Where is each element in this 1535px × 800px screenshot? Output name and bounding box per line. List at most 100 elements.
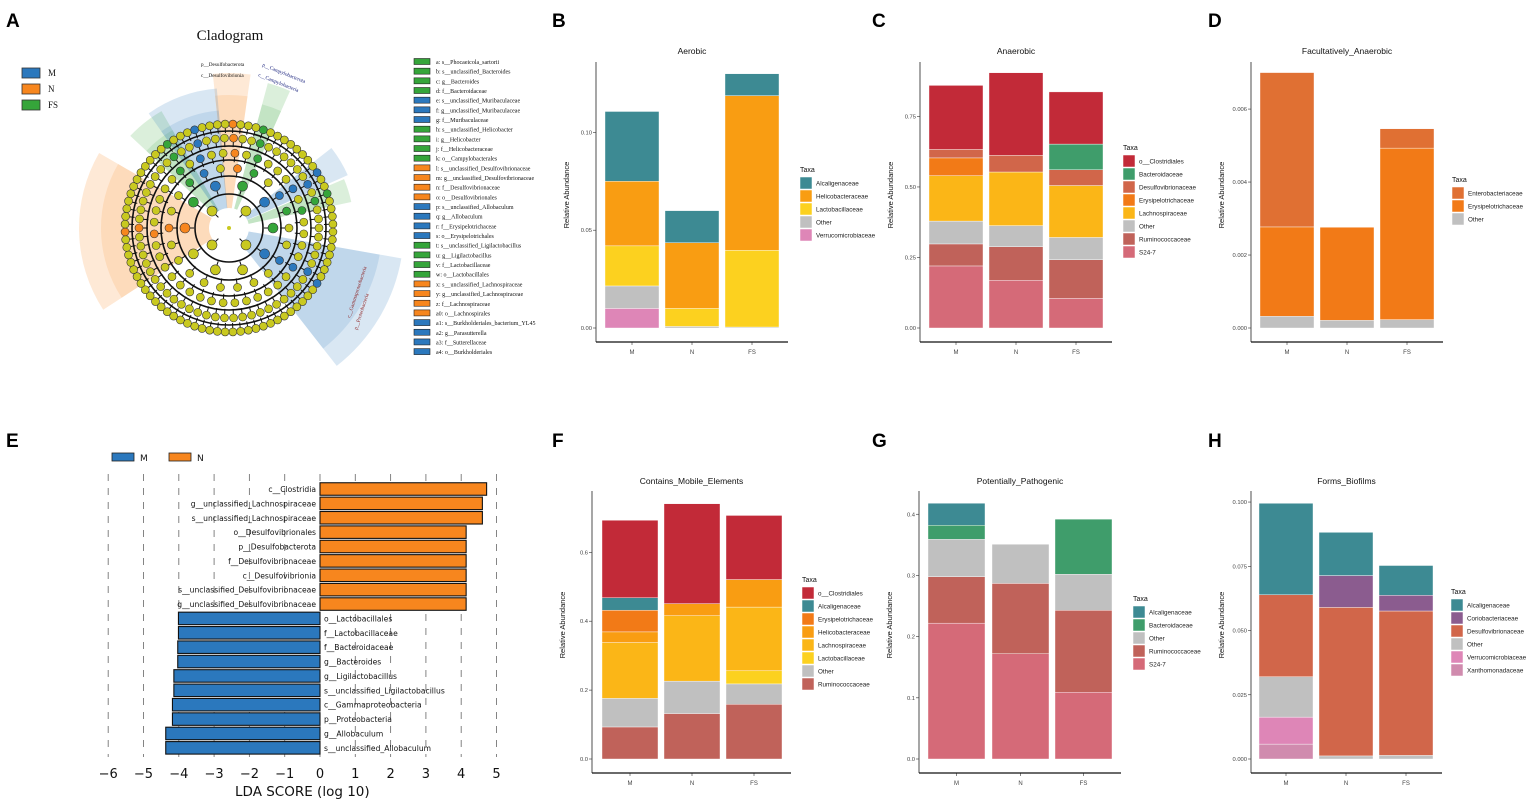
legend-swatch: [1122, 219, 1136, 233]
bar-segment: [1379, 319, 1435, 329]
legend-swatch: [801, 625, 815, 639]
y-tick-label: 0.3: [907, 573, 915, 579]
taxa-list-item: i: g__Helicobacter: [436, 137, 480, 143]
cladogram-node: [312, 205, 322, 215]
taxa-list-item: z: f__Lachnospiraceae: [436, 301, 490, 308]
lda-bar: [173, 683, 321, 698]
legend-swatch: [1451, 199, 1465, 213]
cladogram-node: [251, 123, 261, 132]
cladogram-node: [210, 180, 221, 192]
bar-segment: [928, 149, 984, 159]
x-tick-label: M: [954, 350, 959, 356]
chart-title: Anaerobic: [997, 46, 1036, 56]
cladogram-node: [253, 292, 263, 302]
cladogram-node: [286, 158, 296, 168]
lda-bar-label: c__Clostridia: [268, 485, 316, 494]
legend-swatch-m: [111, 452, 135, 462]
cladogram-node: [185, 269, 195, 278]
taxa-list-swatch: [413, 164, 431, 172]
cladogram-node: [251, 324, 261, 333]
legend-label-fs: FS: [48, 100, 58, 110]
bar-segment: [724, 250, 780, 328]
x-tick-label: −5: [134, 767, 153, 782]
cladogram-node: [220, 119, 230, 129]
cladogram-branch-arc: [160, 159, 298, 297]
cladogram-node: [207, 296, 216, 306]
lda-bar: [319, 482, 488, 496]
legend-swatch: [1450, 637, 1464, 651]
taxa-list-swatch: [413, 193, 431, 201]
cladogram-node: [207, 150, 216, 160]
cladogram-node: [162, 307, 172, 316]
cladogram-node: [193, 139, 203, 148]
stacked-bar-charts: Aerobic M N FS 0.00 0.05 0.10 Relative Abundanc…: [558, 46, 1527, 787]
taxa-list-swatch: [413, 145, 431, 152]
bar-segment: [988, 72, 1044, 156]
cladogram-node: [299, 229, 309, 239]
legend-label: Desulfovibrionaceae: [1139, 185, 1197, 192]
cladogram-node: [238, 134, 247, 144]
taxa-list-item: e: s__unclassified_Muribaculaceae: [436, 98, 520, 105]
y-tick-label: 0.0: [580, 757, 588, 763]
cladogram-node: [325, 196, 334, 206]
taxa-list-item: h: s__unclassified_Helicobacter: [436, 127, 513, 134]
bar-segment: [601, 642, 659, 699]
bar-segment: [725, 515, 783, 580]
cladogram-node: [141, 285, 150, 295]
bar-segment: [1379, 128, 1435, 149]
bar-segment: [1318, 755, 1374, 760]
cladogram-node: [280, 135, 289, 145]
bar-segment: [1259, 316, 1315, 329]
cladogram-node: [129, 182, 138, 191]
cladogram-node: [322, 258, 332, 267]
taxa-list-swatch: [413, 348, 431, 355]
bar-segment: [1054, 518, 1113, 575]
legend-swatch: [1450, 598, 1464, 612]
cladogram-node: [292, 302, 302, 312]
cladogram-node: [310, 196, 320, 206]
lda-bar: [177, 640, 321, 654]
y-axis-label: Relative Abundance: [1217, 592, 1226, 659]
x-tick-label: 3: [422, 767, 430, 782]
cladogram-node: [220, 313, 229, 323]
lda-bar: [319, 539, 467, 554]
taxa-list-swatch: [413, 135, 431, 143]
x-tick-label: M: [1285, 350, 1290, 356]
cladogram-node: [316, 175, 326, 184]
panel-letter-b: B: [552, 11, 566, 32]
taxa-list-item: a2: g__Parasutterella: [436, 331, 487, 337]
cladogram-node: [328, 219, 338, 229]
panel-letter-h: H: [1208, 431, 1222, 452]
cladogram-node: [249, 169, 259, 178]
cladogram-node: [160, 262, 170, 272]
bar-segment: [664, 308, 720, 327]
cladogram-node: [314, 223, 324, 233]
x-tick-label: FS: [1080, 781, 1088, 787]
cladogram-highlight-wedge: [241, 231, 402, 366]
cladogram-node: [197, 324, 207, 333]
y-tick-label: 0.00: [905, 326, 916, 332]
legend-label: Alcaligenaceae: [816, 181, 859, 188]
cladogram-node: [279, 152, 289, 162]
taxa-list-item: a1: s__Burkholderiales_bacterium_YL45: [436, 321, 535, 327]
bar-segment: [1258, 676, 1314, 718]
legend-label: Helicobacteraceae: [816, 194, 869, 201]
cladogram-node: [156, 302, 166, 312]
cladogram-node: [242, 296, 251, 306]
cladogram-node: [132, 175, 142, 184]
lda-bar: [319, 525, 467, 539]
taxa-list-item: x: s__unclassified_Lachnospiraceae: [436, 281, 523, 288]
chart-title: Contains_Mobile_Elements: [640, 476, 743, 486]
bar-segment: [663, 713, 721, 760]
x-tick-label: FS: [748, 350, 756, 356]
taxa-list-swatch: [413, 232, 431, 239]
cladogram-node: [244, 325, 253, 335]
legend-label: Alcaligenaceae: [818, 604, 861, 611]
cladogram-node: [259, 125, 268, 135]
taxa-list-item: a4: o__Burkholderiales: [436, 350, 493, 356]
cladogram-node: [175, 280, 185, 290]
taxa-list-swatch: [413, 290, 431, 297]
legend-swatch-fs: [21, 99, 41, 111]
cladogram-node: [179, 222, 191, 234]
cladogram-node: [259, 248, 270, 260]
